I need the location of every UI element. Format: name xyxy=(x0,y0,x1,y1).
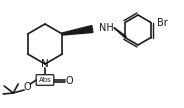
Polygon shape xyxy=(62,26,93,35)
FancyBboxPatch shape xyxy=(36,75,54,85)
Text: O: O xyxy=(66,76,73,86)
Text: O: O xyxy=(23,82,31,92)
Text: Br: Br xyxy=(157,17,168,28)
Text: Abs: Abs xyxy=(39,77,51,83)
Text: N: N xyxy=(41,59,49,69)
Text: NH: NH xyxy=(99,23,114,33)
